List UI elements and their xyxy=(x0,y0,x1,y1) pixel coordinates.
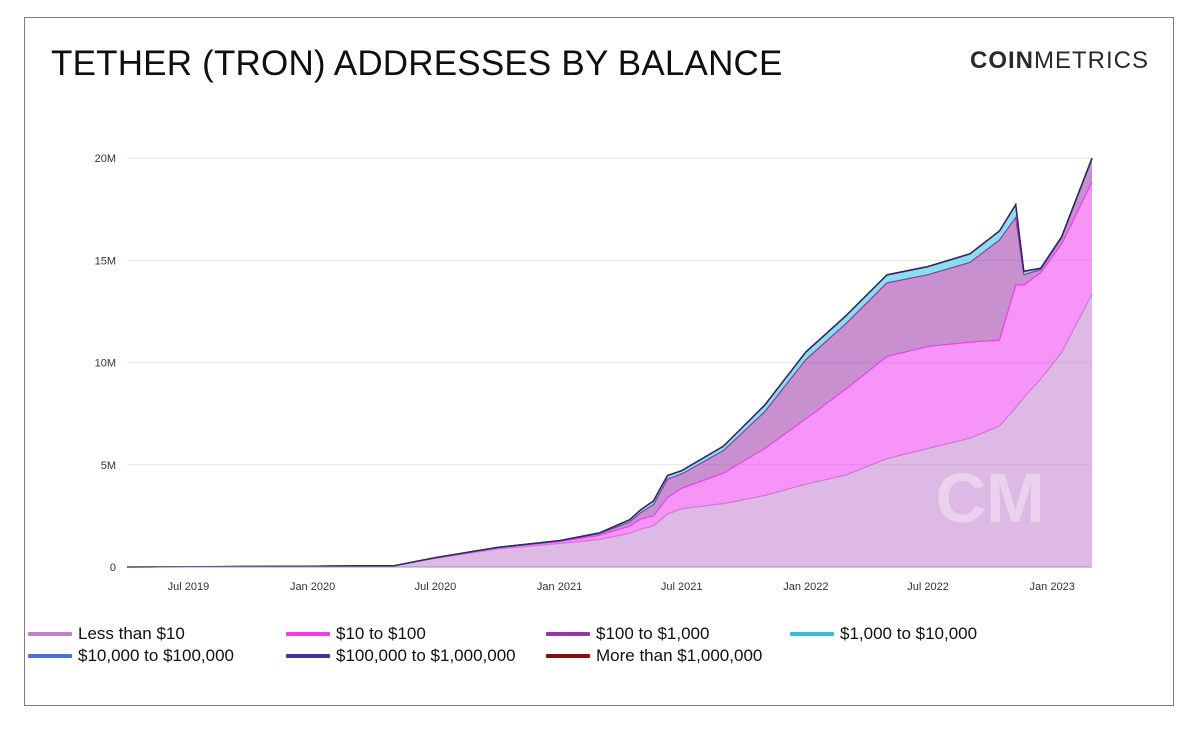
legend-label: $100 to $1,000 xyxy=(596,624,710,643)
legend-item[interactable]: $1,000 to $10,000 xyxy=(790,624,977,644)
x-tick-label: Jul 2019 xyxy=(168,581,210,593)
y-tick-label: 0 xyxy=(110,562,116,574)
legend-item[interactable]: $10 to $100 xyxy=(286,624,426,644)
x-tick-label: Jan 2023 xyxy=(1030,581,1075,593)
y-tick-label: 5M xyxy=(101,460,116,472)
brand-logo-light: METRICS xyxy=(1034,47,1149,74)
legend-item[interactable]: $100,000 to $1,000,000 xyxy=(286,646,516,666)
legend-swatch xyxy=(286,654,330,658)
legend-item[interactable]: $10,000 to $100,000 xyxy=(28,646,234,666)
total-outline xyxy=(126,157,1093,568)
y-tick-label: 15M xyxy=(95,255,116,267)
series-line-less-than-10 xyxy=(126,293,1093,568)
legend-item[interactable]: More than $1,000,000 xyxy=(546,646,762,666)
watermark-logo: CM xyxy=(936,459,1045,537)
x-tick-label: Jan 2020 xyxy=(290,581,335,593)
x-tick-label: Jul 2022 xyxy=(907,581,949,593)
brand-logo-strong: COIN xyxy=(970,47,1034,74)
brand-logo: COINMETRICS xyxy=(970,47,1149,75)
legend-label: $10,000 to $100,000 xyxy=(78,646,234,665)
legend-label: More than $1,000,000 xyxy=(596,646,763,665)
legend-item[interactable]: Less than $10 xyxy=(28,624,185,644)
area--10-to-100 xyxy=(127,181,1092,567)
x-tick-label: Jul 2021 xyxy=(661,581,703,593)
x-tick-label: Jan 2021 xyxy=(537,581,582,593)
legend-swatch xyxy=(28,632,72,636)
x-tick-label: Jul 2020 xyxy=(415,581,457,593)
x-tick-label: Jan 2022 xyxy=(783,581,828,593)
area-less-than-10 xyxy=(127,294,1092,567)
legend-swatch xyxy=(546,654,590,658)
chart-title: TETHER (TRON) ADDRESSES BY BALANCE xyxy=(51,44,783,83)
legend-item[interactable]: $100 to $1,000 xyxy=(546,624,709,644)
legend-label: Less than $10 xyxy=(78,624,185,643)
legend-label: $100,000 to $1,000,000 xyxy=(336,646,516,665)
legend-swatch xyxy=(790,632,834,636)
legend-label: $1,000 to $10,000 xyxy=(840,624,978,643)
y-tick-label: 10M xyxy=(95,358,116,370)
y-tick-label: 20M xyxy=(95,153,116,165)
legend-label: $10 to $100 xyxy=(336,624,426,643)
legend-swatch xyxy=(286,632,330,636)
legend-swatch xyxy=(546,632,590,636)
legend-swatch xyxy=(28,654,72,658)
